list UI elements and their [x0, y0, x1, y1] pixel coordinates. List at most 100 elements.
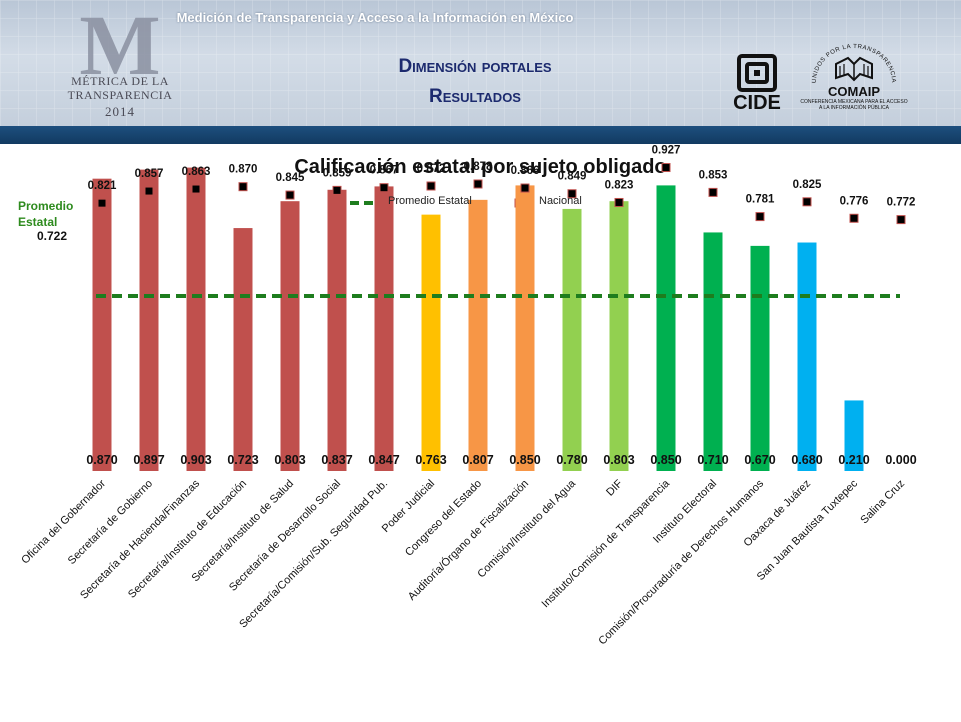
nacional-marker-14	[708, 187, 718, 197]
legend-nacional-label: Nacional	[539, 195, 582, 207]
bar-11	[562, 208, 582, 472]
bar-8	[421, 214, 441, 471]
nacional-value-label-7: 0.867	[370, 165, 399, 177]
legend-promedio-label: Promedio Estatal	[388, 195, 472, 207]
nacional-value-label-1: 0.821	[88, 180, 117, 192]
bar-value-label-8: 0.763	[415, 453, 446, 467]
header-grid-pattern	[0, 0, 961, 126]
cide-label: CIDE	[733, 92, 781, 114]
bar-value-label-7: 0.847	[368, 453, 399, 467]
bar-value-label-4: 0.723	[227, 453, 258, 467]
bar-value-label-13: 0.850	[650, 453, 681, 467]
bar-17	[844, 400, 864, 471]
nacional-marker-16	[802, 197, 812, 207]
nacional-value-label-6: 0.859	[323, 167, 352, 179]
bar-2	[139, 169, 159, 471]
cide-logo-icon	[737, 54, 777, 92]
bar-value-label-2: 0.897	[133, 453, 164, 467]
bar-10	[515, 185, 535, 471]
nacional-marker-11	[567, 189, 577, 199]
nacional-value-label-12: 0.823	[605, 179, 634, 191]
nacional-marker-12	[614, 197, 624, 207]
bar-12	[609, 201, 629, 471]
bar-value-label-14: 0.710	[697, 453, 728, 467]
nacional-value-label-13: 0.927	[652, 145, 681, 157]
category-label-17: San Juan Bautista Tuxtepec	[755, 477, 861, 583]
bar-value-label-18: 0.000	[885, 453, 916, 467]
nacional-value-label-2: 0.857	[135, 168, 164, 180]
logo-line1: MÉTRICA DE LA	[71, 74, 169, 88]
bar-value-label-11: 0.780	[556, 453, 587, 467]
bar-9	[468, 199, 488, 471]
header-title-line2: Resultados	[429, 86, 521, 107]
bar-value-label-6: 0.837	[321, 453, 352, 467]
nacional-value-label-4: 0.870	[229, 164, 258, 176]
nacional-marker-2	[144, 186, 154, 196]
bar-value-label-10: 0.850	[509, 453, 540, 467]
comaip-label: COMAIP	[828, 84, 880, 99]
category-label-15: Comisión/Procuraduría de Derechos Humano…	[596, 477, 766, 647]
bar-value-label-17: 0.210	[838, 453, 869, 467]
nacional-value-label-14: 0.853	[699, 169, 728, 181]
comaip-logo-icon: UNIDOS POR LA TRANSPARENCIA	[812, 44, 896, 83]
bar-6	[327, 189, 347, 471]
bar-value-label-15: 0.670	[744, 453, 775, 467]
nacional-value-label-5: 0.845	[276, 172, 305, 184]
header-top-text: Medición de Transparencia y Acceso a la …	[176, 10, 574, 25]
nacional-marker-6	[332, 185, 342, 195]
nacional-value-label-16: 0.825	[793, 179, 822, 191]
bar-value-label-1: 0.870	[86, 453, 117, 467]
logo-year: 2014	[105, 104, 135, 119]
nacional-marker-13	[661, 163, 671, 173]
nacional-value-label-3: 0.863	[182, 166, 211, 178]
promedio-estatal-label-text: Promedio Estatal	[18, 199, 74, 229]
bar-5	[280, 201, 300, 471]
nacional-value-label-11: 0.849	[558, 171, 587, 183]
header-banner: M MÉTRICA DE LA TRANSPARENCIA 2014 Medic…	[0, 0, 961, 126]
nacional-marker-4	[238, 182, 248, 192]
bar-7	[374, 186, 394, 471]
bar-value-label-5: 0.803	[274, 453, 305, 467]
bar-13	[656, 185, 676, 471]
logo-line2: TRANSPARENCIA	[67, 88, 173, 102]
bar-16	[797, 242, 817, 471]
promedio-estatal-label: Promedio Estatal	[18, 198, 84, 230]
bar-value-label-3: 0.903	[180, 453, 211, 467]
nacional-value-label-10: 0.866	[511, 165, 540, 177]
promedio-estatal-value: 0.722	[37, 229, 68, 243]
nacional-value-label-8: 0.872	[417, 163, 446, 175]
bar-value-label-9: 0.807	[462, 453, 493, 467]
category-label-2: Secretaría de Gobierno	[66, 478, 155, 567]
bar-3	[186, 167, 206, 472]
bar-4	[233, 228, 253, 471]
nacional-marker-10	[520, 183, 530, 193]
bar-15	[750, 245, 770, 471]
chart-title: Calificación estatal por sujeto obligado	[294, 156, 667, 178]
bar-1	[92, 178, 112, 471]
metrica-m-logo-icon: M	[79, 8, 160, 84]
nacional-marker-15	[755, 212, 765, 222]
nacional-marker-1	[97, 198, 107, 208]
nacional-marker-8	[426, 181, 436, 191]
nacional-value-label-15: 0.781	[746, 194, 775, 206]
bar-14	[703, 232, 723, 471]
nacional-value-label-17: 0.776	[840, 195, 869, 207]
header-blue-band	[0, 126, 961, 144]
category-label-11: Comisión/Instituto del Agua	[475, 477, 578, 580]
nacional-marker-3	[191, 184, 201, 194]
nacional-marker-17	[849, 213, 859, 223]
logo-letter: M	[79, 8, 160, 84]
nacional-marker-5	[285, 190, 295, 200]
nacional-value-label-18: 0.772	[887, 197, 916, 209]
header-title-line1: Dimensión portales	[398, 56, 552, 77]
nacional-marker-7	[379, 183, 389, 193]
comaip-subtitle: CONFERENCIA MEXICANA PARA EL ACCESO A LA…	[800, 99, 908, 111]
category-label-1: Oficina del Gobernador	[19, 477, 108, 566]
category-label-12: DIF	[604, 477, 625, 498]
category-label-18: Salina Cruz	[858, 478, 907, 527]
bar-value-label-16: 0.680	[791, 453, 822, 467]
nacional-marker-9	[473, 179, 483, 189]
nacional-value-label-9: 0.878	[464, 161, 493, 173]
nacional-marker-18	[896, 215, 906, 225]
bar-value-label-12: 0.803	[603, 453, 634, 467]
